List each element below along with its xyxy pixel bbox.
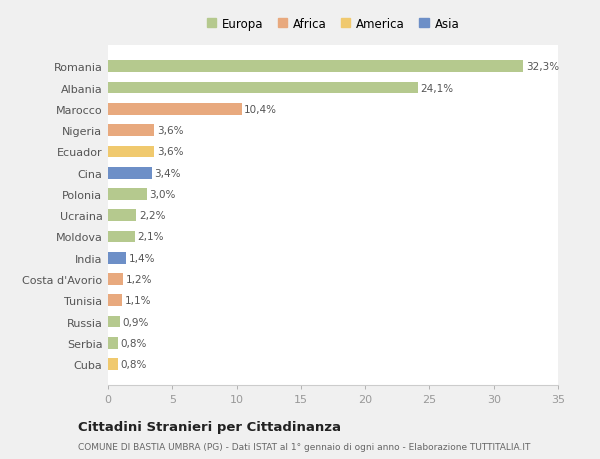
Text: 3,0%: 3,0%: [149, 190, 176, 200]
Bar: [108, 210, 136, 222]
Bar: [108, 104, 242, 116]
Bar: [108, 83, 418, 94]
Bar: [108, 316, 119, 328]
Bar: [108, 231, 135, 243]
Text: Cittadini Stranieri per Cittadinanza: Cittadini Stranieri per Cittadinanza: [78, 420, 341, 433]
Text: 24,1%: 24,1%: [421, 84, 454, 93]
Text: 10,4%: 10,4%: [244, 105, 277, 115]
Bar: [108, 189, 146, 200]
Text: COMUNE DI BASTIA UMBRA (PG) - Dati ISTAT al 1° gennaio di ogni anno - Elaborazio: COMUNE DI BASTIA UMBRA (PG) - Dati ISTAT…: [78, 442, 530, 451]
Bar: [108, 337, 118, 349]
Text: 0,8%: 0,8%: [121, 338, 147, 348]
Bar: [108, 358, 118, 370]
Text: 2,1%: 2,1%: [137, 232, 164, 242]
Text: 3,4%: 3,4%: [154, 168, 181, 178]
Bar: [108, 125, 154, 137]
Text: 0,8%: 0,8%: [121, 359, 147, 369]
Bar: [108, 274, 124, 285]
Bar: [108, 168, 152, 179]
Text: 3,6%: 3,6%: [157, 147, 184, 157]
Legend: Europa, Africa, America, Asia: Europa, Africa, America, Asia: [206, 18, 460, 31]
Bar: [108, 146, 154, 158]
Text: 3,6%: 3,6%: [157, 126, 184, 136]
Bar: [108, 295, 122, 307]
Text: 1,1%: 1,1%: [125, 296, 151, 306]
Text: 1,4%: 1,4%: [128, 253, 155, 263]
Text: 1,2%: 1,2%: [126, 274, 152, 285]
Text: 2,2%: 2,2%: [139, 211, 166, 221]
Text: 32,3%: 32,3%: [526, 62, 559, 72]
Text: 0,9%: 0,9%: [122, 317, 149, 327]
Bar: [108, 62, 523, 73]
Bar: [108, 252, 126, 264]
